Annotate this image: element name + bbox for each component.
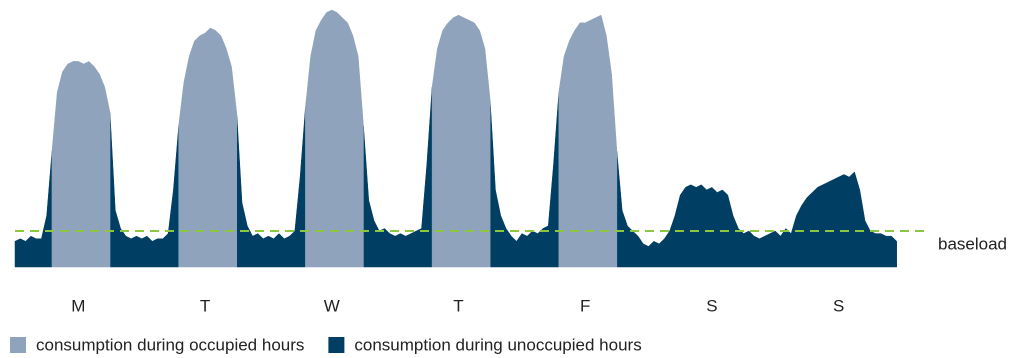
- x-tick-label: W: [324, 296, 340, 315]
- area: [616, 151, 897, 268]
- baseload-label: baseload: [938, 235, 1007, 254]
- area: [489, 92, 560, 268]
- x-tick-label: T: [200, 296, 210, 315]
- x-tick-label: T: [453, 296, 463, 315]
- area: [363, 87, 433, 268]
- x-tick-label: F: [580, 296, 590, 315]
- x-tick-label: S: [833, 296, 844, 315]
- area: [109, 112, 179, 268]
- area: [558, 14, 618, 268]
- x-tick-label: M: [71, 296, 85, 315]
- area: [305, 9, 364, 268]
- x-tick-label: S: [706, 296, 717, 315]
- legend-swatch: [328, 337, 345, 353]
- area: [236, 107, 306, 268]
- legend-label: consumption during occupied hours: [36, 335, 304, 354]
- area: [431, 14, 491, 268]
- area: [14, 151, 53, 268]
- legend-swatch: [10, 337, 26, 353]
- area: [178, 27, 237, 268]
- legend-label: consumption during unoccupied hours: [354, 335, 641, 354]
- area: [51, 61, 111, 268]
